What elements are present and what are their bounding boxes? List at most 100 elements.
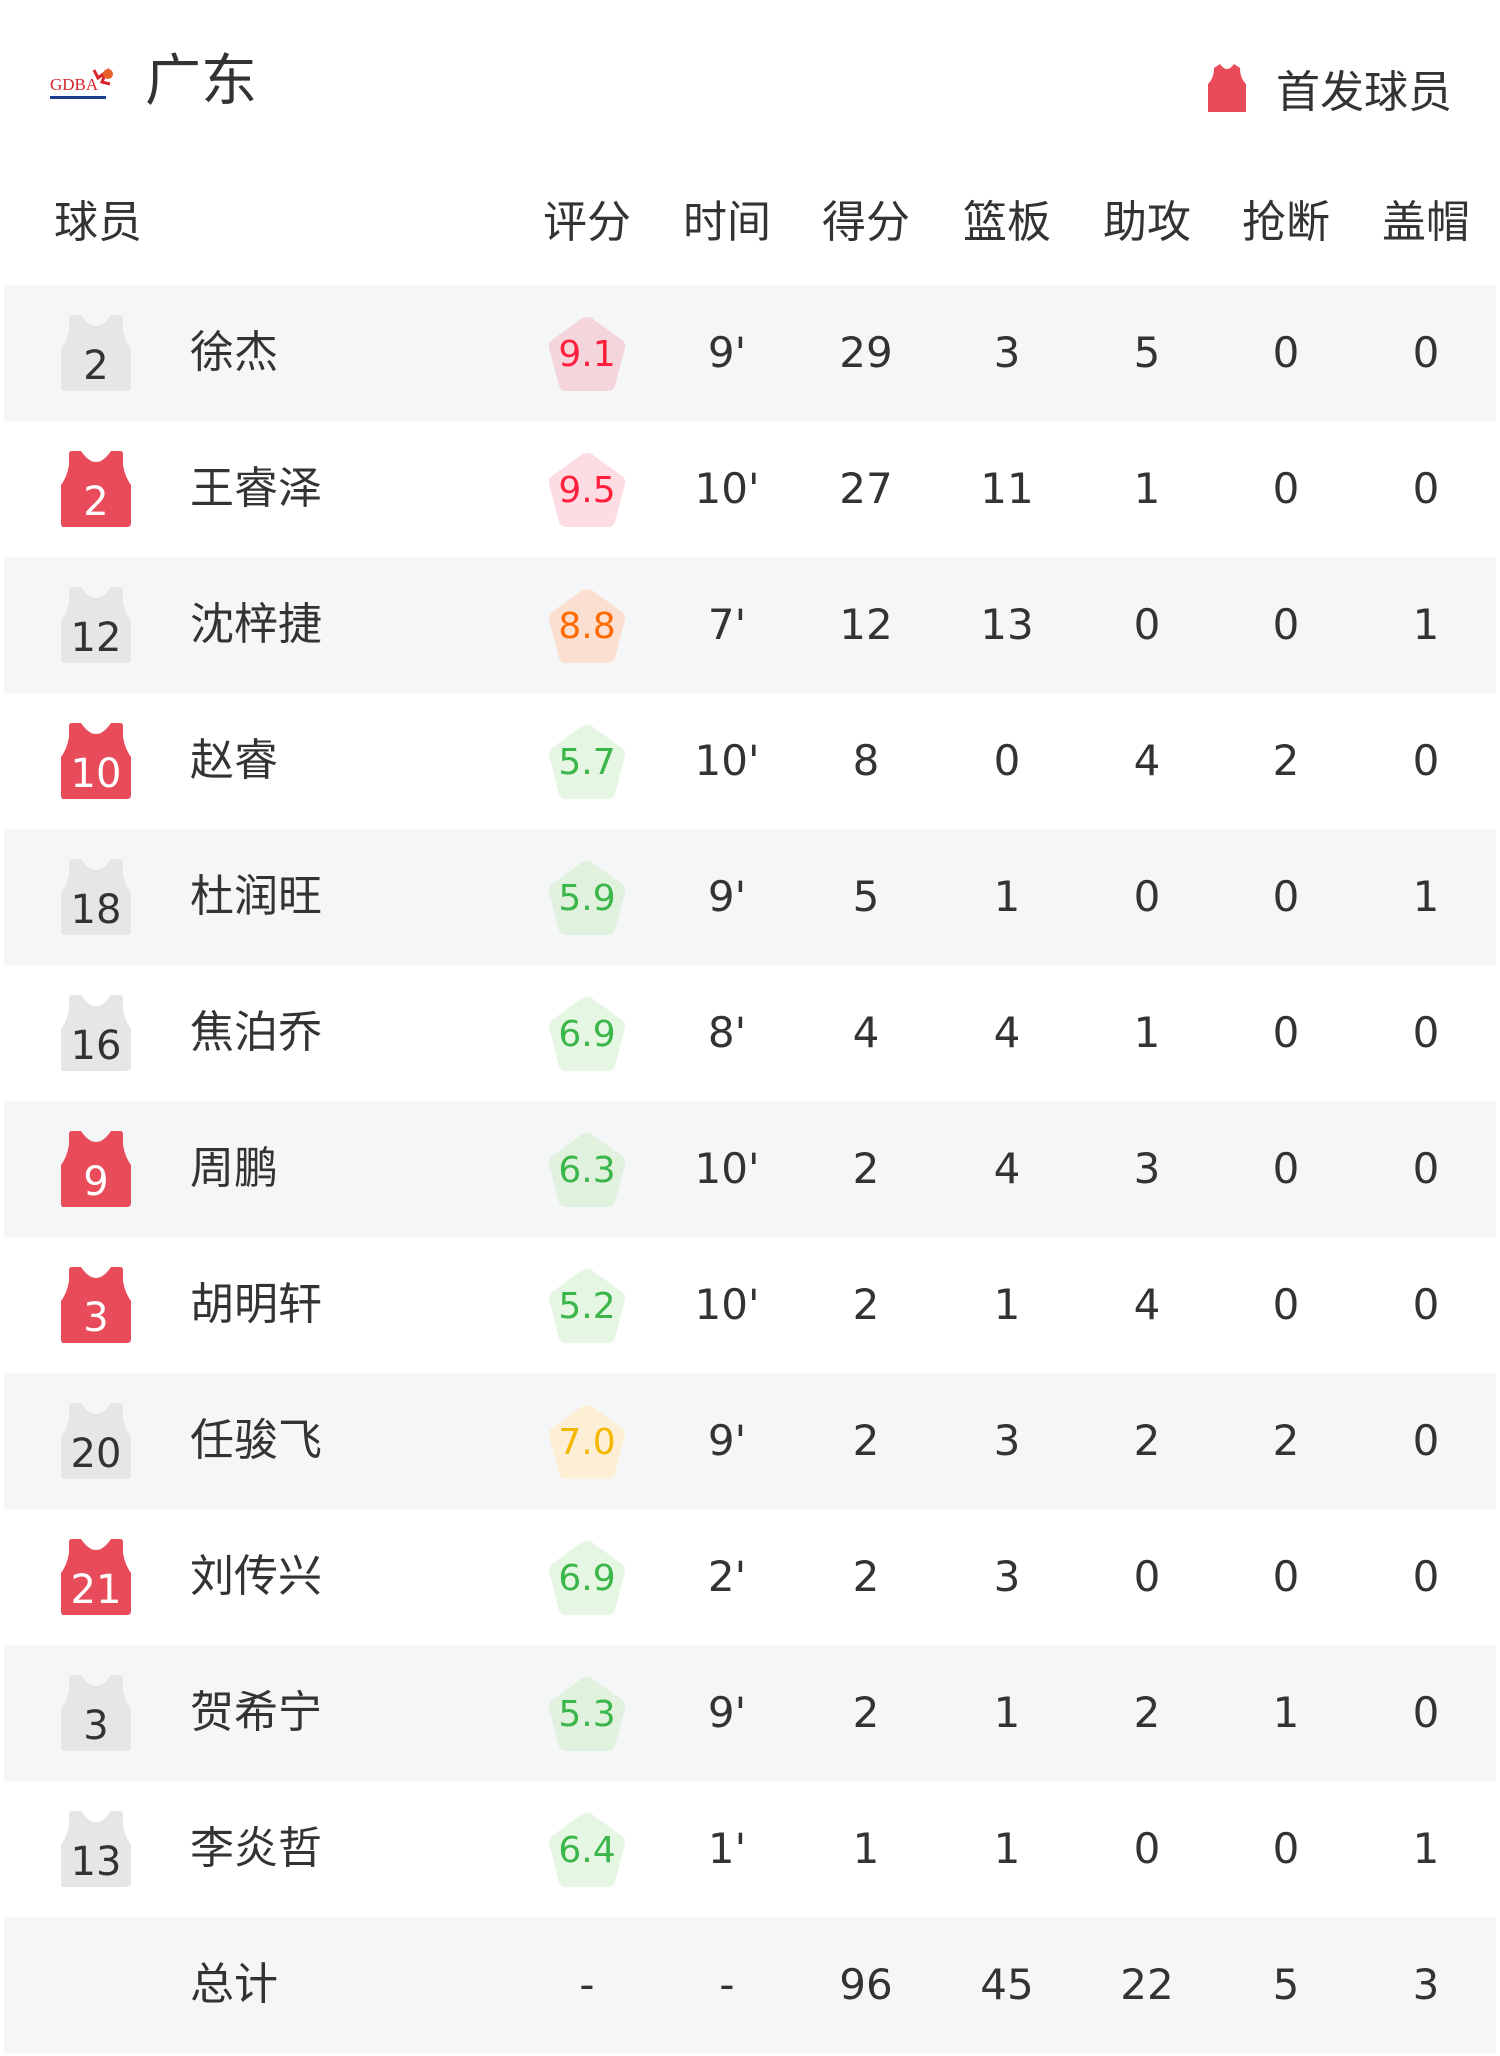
team-header: GDBA 广东 首发球员 bbox=[0, 0, 1500, 165]
player-row[interactable]: 13 李炎哲 6.4 1' 1 1 0 0 1 bbox=[4, 1781, 1496, 1917]
starter-jersey-icon: 21 bbox=[61, 1539, 131, 1615]
player-name[interactable]: 李炎哲 bbox=[190, 1823, 322, 1874]
player-row[interactable]: 16 焦泊乔 6.9 8' 4 4 1 0 0 bbox=[4, 965, 1496, 1101]
col-points[interactable]: 得分 bbox=[822, 197, 910, 248]
player-name[interactable]: 周鹏 bbox=[190, 1143, 278, 1194]
jersey-number: 9 bbox=[83, 1159, 109, 1205]
logo-text: GDBA bbox=[50, 75, 99, 94]
rebounds-value: 13 bbox=[980, 600, 1034, 649]
time-value: 9' bbox=[707, 328, 747, 377]
totals-rating: - bbox=[579, 1960, 595, 2009]
rating-value: 6.9 bbox=[558, 1558, 616, 1599]
player-name[interactable]: 任骏飞 bbox=[190, 1415, 322, 1466]
player-row[interactable]: 21 刘传兴 6.9 2' 2 3 0 0 0 bbox=[4, 1509, 1496, 1645]
rating-badge: 6.4 bbox=[546, 1811, 628, 1889]
rating-value: 6.3 bbox=[558, 1150, 616, 1191]
assists-value: 0 bbox=[1133, 600, 1161, 649]
player-name[interactable]: 刘传兴 bbox=[190, 1551, 322, 1602]
starter-jersey-icon: 9 bbox=[61, 1131, 131, 1207]
player-name[interactable]: 杜润旺 bbox=[190, 871, 322, 922]
steals-value: 0 bbox=[1272, 1824, 1300, 1873]
points-value: 29 bbox=[839, 328, 893, 377]
blocks-value: 0 bbox=[1412, 1280, 1440, 1329]
jersey-number: 2 bbox=[83, 343, 109, 389]
blocks-value: 1 bbox=[1412, 1824, 1440, 1873]
time-value: 8' bbox=[707, 1008, 747, 1057]
rebounds-value: 3 bbox=[993, 1552, 1021, 1601]
rating-badge: 5.9 bbox=[546, 859, 628, 937]
assists-value: 0 bbox=[1133, 1552, 1161, 1601]
col-rebounds[interactable]: 篮板 bbox=[963, 197, 1051, 248]
starter-jersey-icon: 10 bbox=[61, 723, 131, 799]
jersey-number: 18 bbox=[70, 887, 122, 933]
rating-value: 6.9 bbox=[558, 1014, 616, 1055]
player-name[interactable]: 焦泊乔 bbox=[190, 1007, 322, 1058]
player-row[interactable]: 18 杜润旺 5.9 9' 5 1 0 0 1 bbox=[4, 829, 1496, 965]
player-row[interactable]: 3 贺希宁 5.3 9' 2 1 2 1 0 bbox=[4, 1645, 1496, 1781]
player-row[interactable]: 2 王睿泽 9.5 10' 27 11 1 0 0 bbox=[4, 421, 1496, 557]
steals-value: 0 bbox=[1272, 872, 1300, 921]
col-steals[interactable]: 抢断 bbox=[1242, 197, 1330, 248]
player-row[interactable]: 10 赵睿 5.7 10' 8 0 4 2 0 bbox=[4, 693, 1496, 829]
steals-value: 0 bbox=[1272, 1144, 1300, 1193]
player-row[interactable]: 9 周鹏 6.3 10' 2 4 3 0 0 bbox=[4, 1101, 1496, 1237]
col-time[interactable]: 时间 bbox=[683, 197, 771, 248]
player-name[interactable]: 徐杰 bbox=[190, 327, 278, 378]
jersey-icon bbox=[1208, 64, 1246, 112]
points-value: 2 bbox=[852, 1280, 880, 1329]
starter-jersey-icon: 3 bbox=[61, 1267, 131, 1343]
rating-value: 6.4 bbox=[558, 1830, 616, 1871]
steals-value: 2 bbox=[1272, 1416, 1300, 1465]
rebounds-value: 1 bbox=[993, 872, 1021, 921]
player-row[interactable]: 2 徐杰 9.1 9' 29 3 5 0 0 bbox=[4, 285, 1496, 421]
rating-value: 8.8 bbox=[558, 606, 616, 647]
assists-value: 2 bbox=[1133, 1688, 1161, 1737]
col-blocks[interactable]: 盖帽 bbox=[1382, 197, 1470, 248]
points-value: 2 bbox=[852, 1416, 880, 1465]
player-name[interactable]: 贺希宁 bbox=[190, 1687, 322, 1738]
player-name[interactable]: 王睿泽 bbox=[190, 463, 322, 514]
jersey-number: 10 bbox=[70, 751, 122, 797]
player-name[interactable]: 胡明轩 bbox=[190, 1279, 322, 1330]
player-name[interactable]: 沈梓捷 bbox=[190, 599, 322, 650]
player-row[interactable]: 12 沈梓捷 8.8 7' 12 13 0 0 1 bbox=[4, 557, 1496, 693]
steals-value: 0 bbox=[1272, 464, 1300, 513]
time-value: 9' bbox=[707, 1416, 747, 1465]
rebounds-value: 3 bbox=[993, 1416, 1021, 1465]
bench-jersey-icon: 12 bbox=[61, 587, 131, 663]
time-value: 10' bbox=[694, 1144, 760, 1193]
steals-value: 2 bbox=[1272, 736, 1300, 785]
rebounds-value: 4 bbox=[993, 1144, 1021, 1193]
assists-value: 0 bbox=[1133, 1824, 1161, 1873]
rating-badge: 6.9 bbox=[546, 1539, 628, 1617]
assists-value: 0 bbox=[1133, 872, 1161, 921]
table-header: 球员 评分 时间 得分 篮板 助攻 抢断 盖帽 bbox=[0, 190, 1500, 256]
col-rating[interactable]: 评分 bbox=[543, 197, 631, 248]
time-value: 9' bbox=[707, 1688, 747, 1737]
rating-value: 7.0 bbox=[558, 1422, 616, 1463]
player-row[interactable]: 20 任骏飞 7.0 9' 2 3 2 2 0 bbox=[4, 1373, 1496, 1509]
rebounds-value: 1 bbox=[993, 1824, 1021, 1873]
blocks-value: 0 bbox=[1412, 736, 1440, 785]
rebounds-value: 1 bbox=[993, 1280, 1021, 1329]
rating-badge: 5.2 bbox=[546, 1267, 628, 1345]
rating-badge: 9.5 bbox=[546, 451, 628, 529]
steals-value: 0 bbox=[1272, 328, 1300, 377]
points-value: 2 bbox=[852, 1688, 880, 1737]
totals-points: 96 bbox=[839, 1960, 893, 2009]
assists-value: 4 bbox=[1133, 736, 1161, 785]
team-logo: GDBA bbox=[50, 66, 116, 106]
blocks-value: 1 bbox=[1412, 600, 1440, 649]
starter-legend: 首发球员 bbox=[1204, 56, 1452, 120]
time-value: 1' bbox=[707, 1824, 747, 1873]
rebounds-value: 3 bbox=[993, 328, 1021, 377]
assists-value: 4 bbox=[1133, 1280, 1161, 1329]
player-name[interactable]: 赵睿 bbox=[190, 735, 278, 786]
totals-time: - bbox=[719, 1960, 735, 2009]
bench-jersey-icon: 16 bbox=[61, 995, 131, 1071]
col-assists[interactable]: 助攻 bbox=[1103, 197, 1191, 248]
player-row[interactable]: 3 胡明轩 5.2 10' 2 1 4 0 0 bbox=[4, 1237, 1496, 1373]
time-value: 2' bbox=[707, 1552, 747, 1601]
blocks-value: 0 bbox=[1412, 1552, 1440, 1601]
points-value: 2 bbox=[852, 1552, 880, 1601]
